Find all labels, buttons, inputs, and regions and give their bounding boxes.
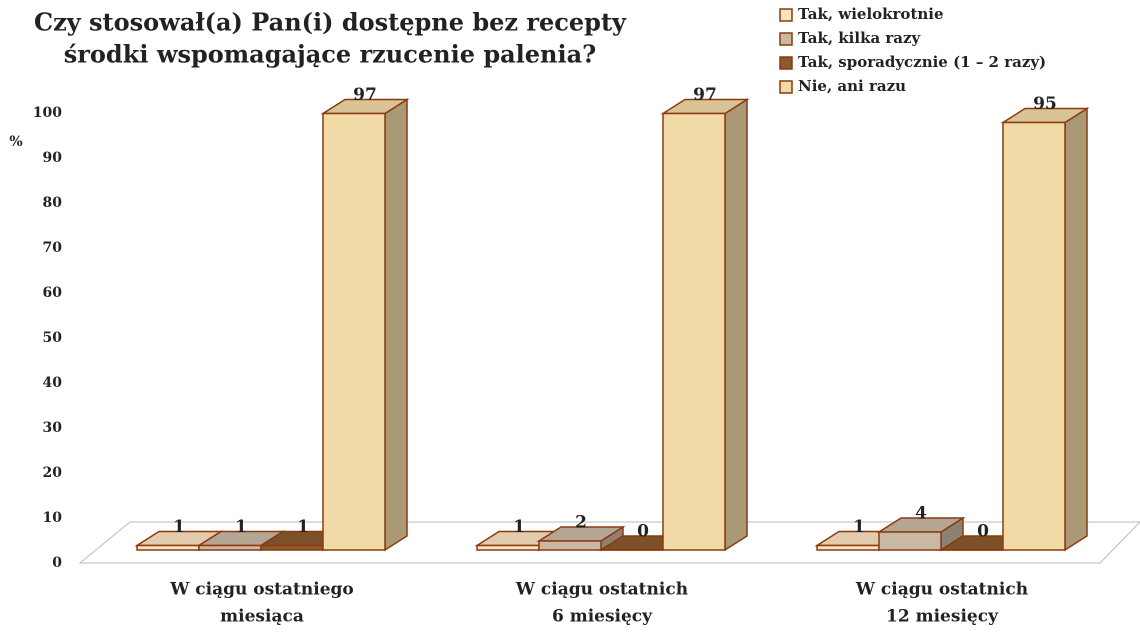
- x-tick-label: miesiąca: [220, 607, 304, 627]
- legend-label: Tak, kilka razy: [798, 29, 922, 47]
- data-label: 97: [353, 85, 377, 105]
- bar-face: [322, 112, 386, 551]
- bar-face: [198, 544, 262, 551]
- bar-face: [662, 112, 726, 551]
- y-tick-label: 90: [43, 150, 63, 166]
- bar-face: [1002, 121, 1066, 551]
- legend-swatch: [779, 32, 793, 46]
- bar-face: [384, 98, 408, 552]
- data-label: 4: [915, 504, 927, 524]
- bar: [660, 98, 750, 552]
- bar-face: [260, 544, 324, 551]
- y-tick-label: 80: [43, 195, 63, 211]
- bar-face: [476, 544, 540, 551]
- y-tick-label: 100: [33, 105, 62, 121]
- x-tick-label: W ciągu ostatnich: [855, 580, 1028, 600]
- legend-swatch: [779, 80, 793, 94]
- bar: [320, 98, 410, 552]
- bar: [536, 525, 626, 552]
- data-label: 1: [297, 517, 309, 537]
- y-tick-label: 70: [43, 240, 63, 256]
- legend-swatch: [779, 56, 793, 70]
- y-tick-label: 60: [43, 285, 63, 301]
- y-axis-label: %: [9, 134, 22, 150]
- x-tick-label: 6 miesięcy: [552, 607, 653, 627]
- data-label: 1: [513, 517, 525, 537]
- data-label: 97: [693, 85, 717, 105]
- bar-face: [1064, 107, 1088, 552]
- legend-label: Nie, ani razu: [798, 77, 906, 95]
- data-label: 0: [637, 522, 649, 542]
- bar-face: [724, 98, 748, 552]
- data-label: 0: [977, 522, 989, 542]
- y-tick-label: 50: [43, 330, 63, 346]
- data-label: 1: [853, 517, 865, 537]
- bar: [876, 516, 966, 552]
- y-tick-label: 10: [43, 510, 63, 526]
- legend-label: Tak, wielokrotnie: [798, 5, 944, 23]
- y-tick-label: 40: [43, 375, 63, 391]
- bar-face: [136, 544, 200, 551]
- y-tick-label: 0: [52, 555, 62, 571]
- legend-label: Tak, sporadycznie (1 – 2 razy): [798, 53, 1046, 71]
- legend-swatch: [779, 8, 793, 22]
- data-label: 2: [575, 513, 587, 533]
- y-tick-label: 30: [43, 420, 63, 436]
- data-label: 1: [235, 517, 247, 537]
- chart-title: środki wspomagające rzucenie palenia?: [64, 40, 596, 69]
- bar-face: [878, 531, 942, 551]
- bar: [1000, 107, 1090, 552]
- data-label: 1: [173, 517, 185, 537]
- chart-title: Czy stosował(a) Pan(i) dostępne bez rece…: [34, 8, 627, 37]
- bar-face: [538, 540, 602, 551]
- x-tick-label: 12 miesięcy: [886, 607, 999, 627]
- x-tick-label: W ciągu ostatnich: [515, 580, 688, 600]
- bar-face: [816, 544, 880, 551]
- y-tick-label: 20: [43, 465, 63, 481]
- data-label: 95: [1033, 94, 1057, 114]
- x-tick-label: W ciągu ostatniego: [169, 580, 354, 600]
